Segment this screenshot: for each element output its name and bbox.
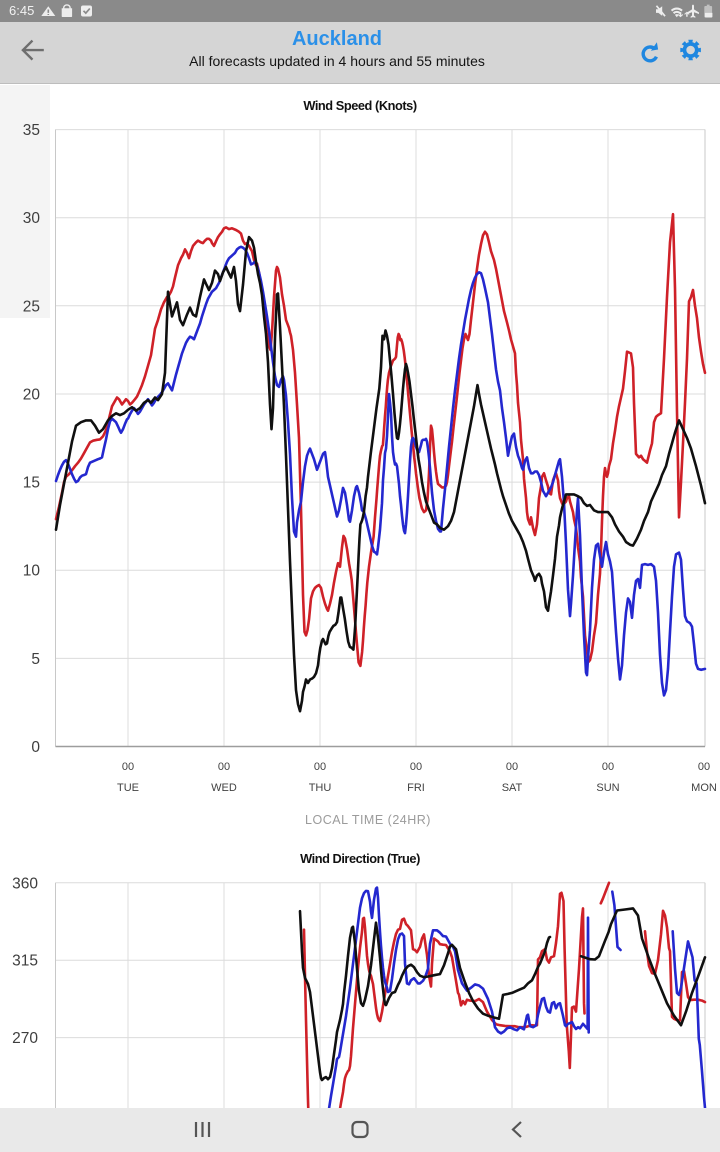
- svg-text:THU: THU: [309, 782, 332, 794]
- svg-text:00: 00: [218, 761, 230, 773]
- svg-text:15: 15: [23, 475, 40, 492]
- svg-text:25: 25: [23, 298, 40, 315]
- svg-text:WED: WED: [211, 782, 237, 794]
- svg-text:5: 5: [31, 651, 40, 668]
- svg-text:00: 00: [314, 761, 326, 773]
- svg-text:Wind Direction (True): Wind Direction (True): [300, 851, 420, 866]
- svg-text:Wind Speed (Knots): Wind Speed (Knots): [303, 98, 417, 113]
- svg-text:270: 270: [12, 1030, 38, 1047]
- svg-text:30: 30: [23, 210, 41, 227]
- svg-text:MON: MON: [691, 782, 717, 794]
- svg-text:00: 00: [698, 761, 710, 773]
- svg-text:00: 00: [122, 761, 134, 773]
- svg-text:SAT: SAT: [502, 782, 523, 794]
- svg-text:35: 35: [23, 122, 40, 139]
- svg-text:00: 00: [410, 761, 422, 773]
- svg-text:LOCAL TIME (24HR): LOCAL TIME (24HR): [305, 813, 431, 827]
- svg-text:00: 00: [602, 761, 614, 773]
- svg-text:FRI: FRI: [407, 782, 425, 794]
- svg-text:20: 20: [23, 387, 41, 404]
- svg-text:10: 10: [23, 563, 41, 580]
- svg-text:SUN: SUN: [596, 782, 619, 794]
- svg-text:0: 0: [31, 739, 40, 756]
- svg-text:315: 315: [12, 953, 38, 970]
- svg-text:TUE: TUE: [117, 782, 139, 794]
- svg-text:00: 00: [506, 761, 518, 773]
- svg-text:360: 360: [12, 875, 38, 892]
